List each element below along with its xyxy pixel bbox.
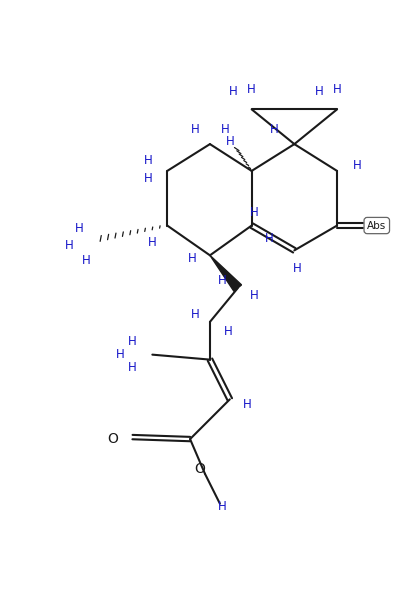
Text: H: H	[228, 85, 237, 98]
Text: H: H	[191, 123, 200, 136]
Polygon shape	[210, 256, 242, 291]
Text: H: H	[217, 274, 226, 287]
Text: H: H	[144, 155, 153, 168]
Text: H: H	[217, 500, 226, 513]
Text: H: H	[188, 252, 196, 265]
Text: H: H	[250, 288, 259, 302]
Text: H: H	[191, 308, 200, 322]
Text: O: O	[107, 432, 118, 446]
Text: H: H	[223, 325, 232, 338]
Text: Abs: Abs	[367, 220, 386, 231]
Text: H: H	[65, 239, 73, 252]
Text: H: H	[265, 232, 274, 245]
Text: H: H	[270, 123, 279, 136]
Text: H: H	[293, 262, 302, 275]
Text: H: H	[225, 135, 234, 148]
Text: H: H	[128, 361, 137, 374]
Text: H: H	[353, 160, 361, 172]
Text: H: H	[221, 123, 229, 136]
Text: O: O	[195, 462, 206, 476]
Text: H: H	[243, 398, 252, 411]
Text: H: H	[250, 206, 259, 219]
Text: H: H	[74, 222, 83, 235]
Text: H: H	[315, 85, 324, 98]
Text: H: H	[82, 254, 90, 267]
Text: H: H	[144, 172, 153, 185]
Text: H: H	[148, 236, 157, 249]
Text: H: H	[116, 348, 125, 361]
Text: H: H	[332, 83, 341, 96]
Text: H: H	[247, 83, 256, 96]
Text: H: H	[128, 335, 137, 348]
